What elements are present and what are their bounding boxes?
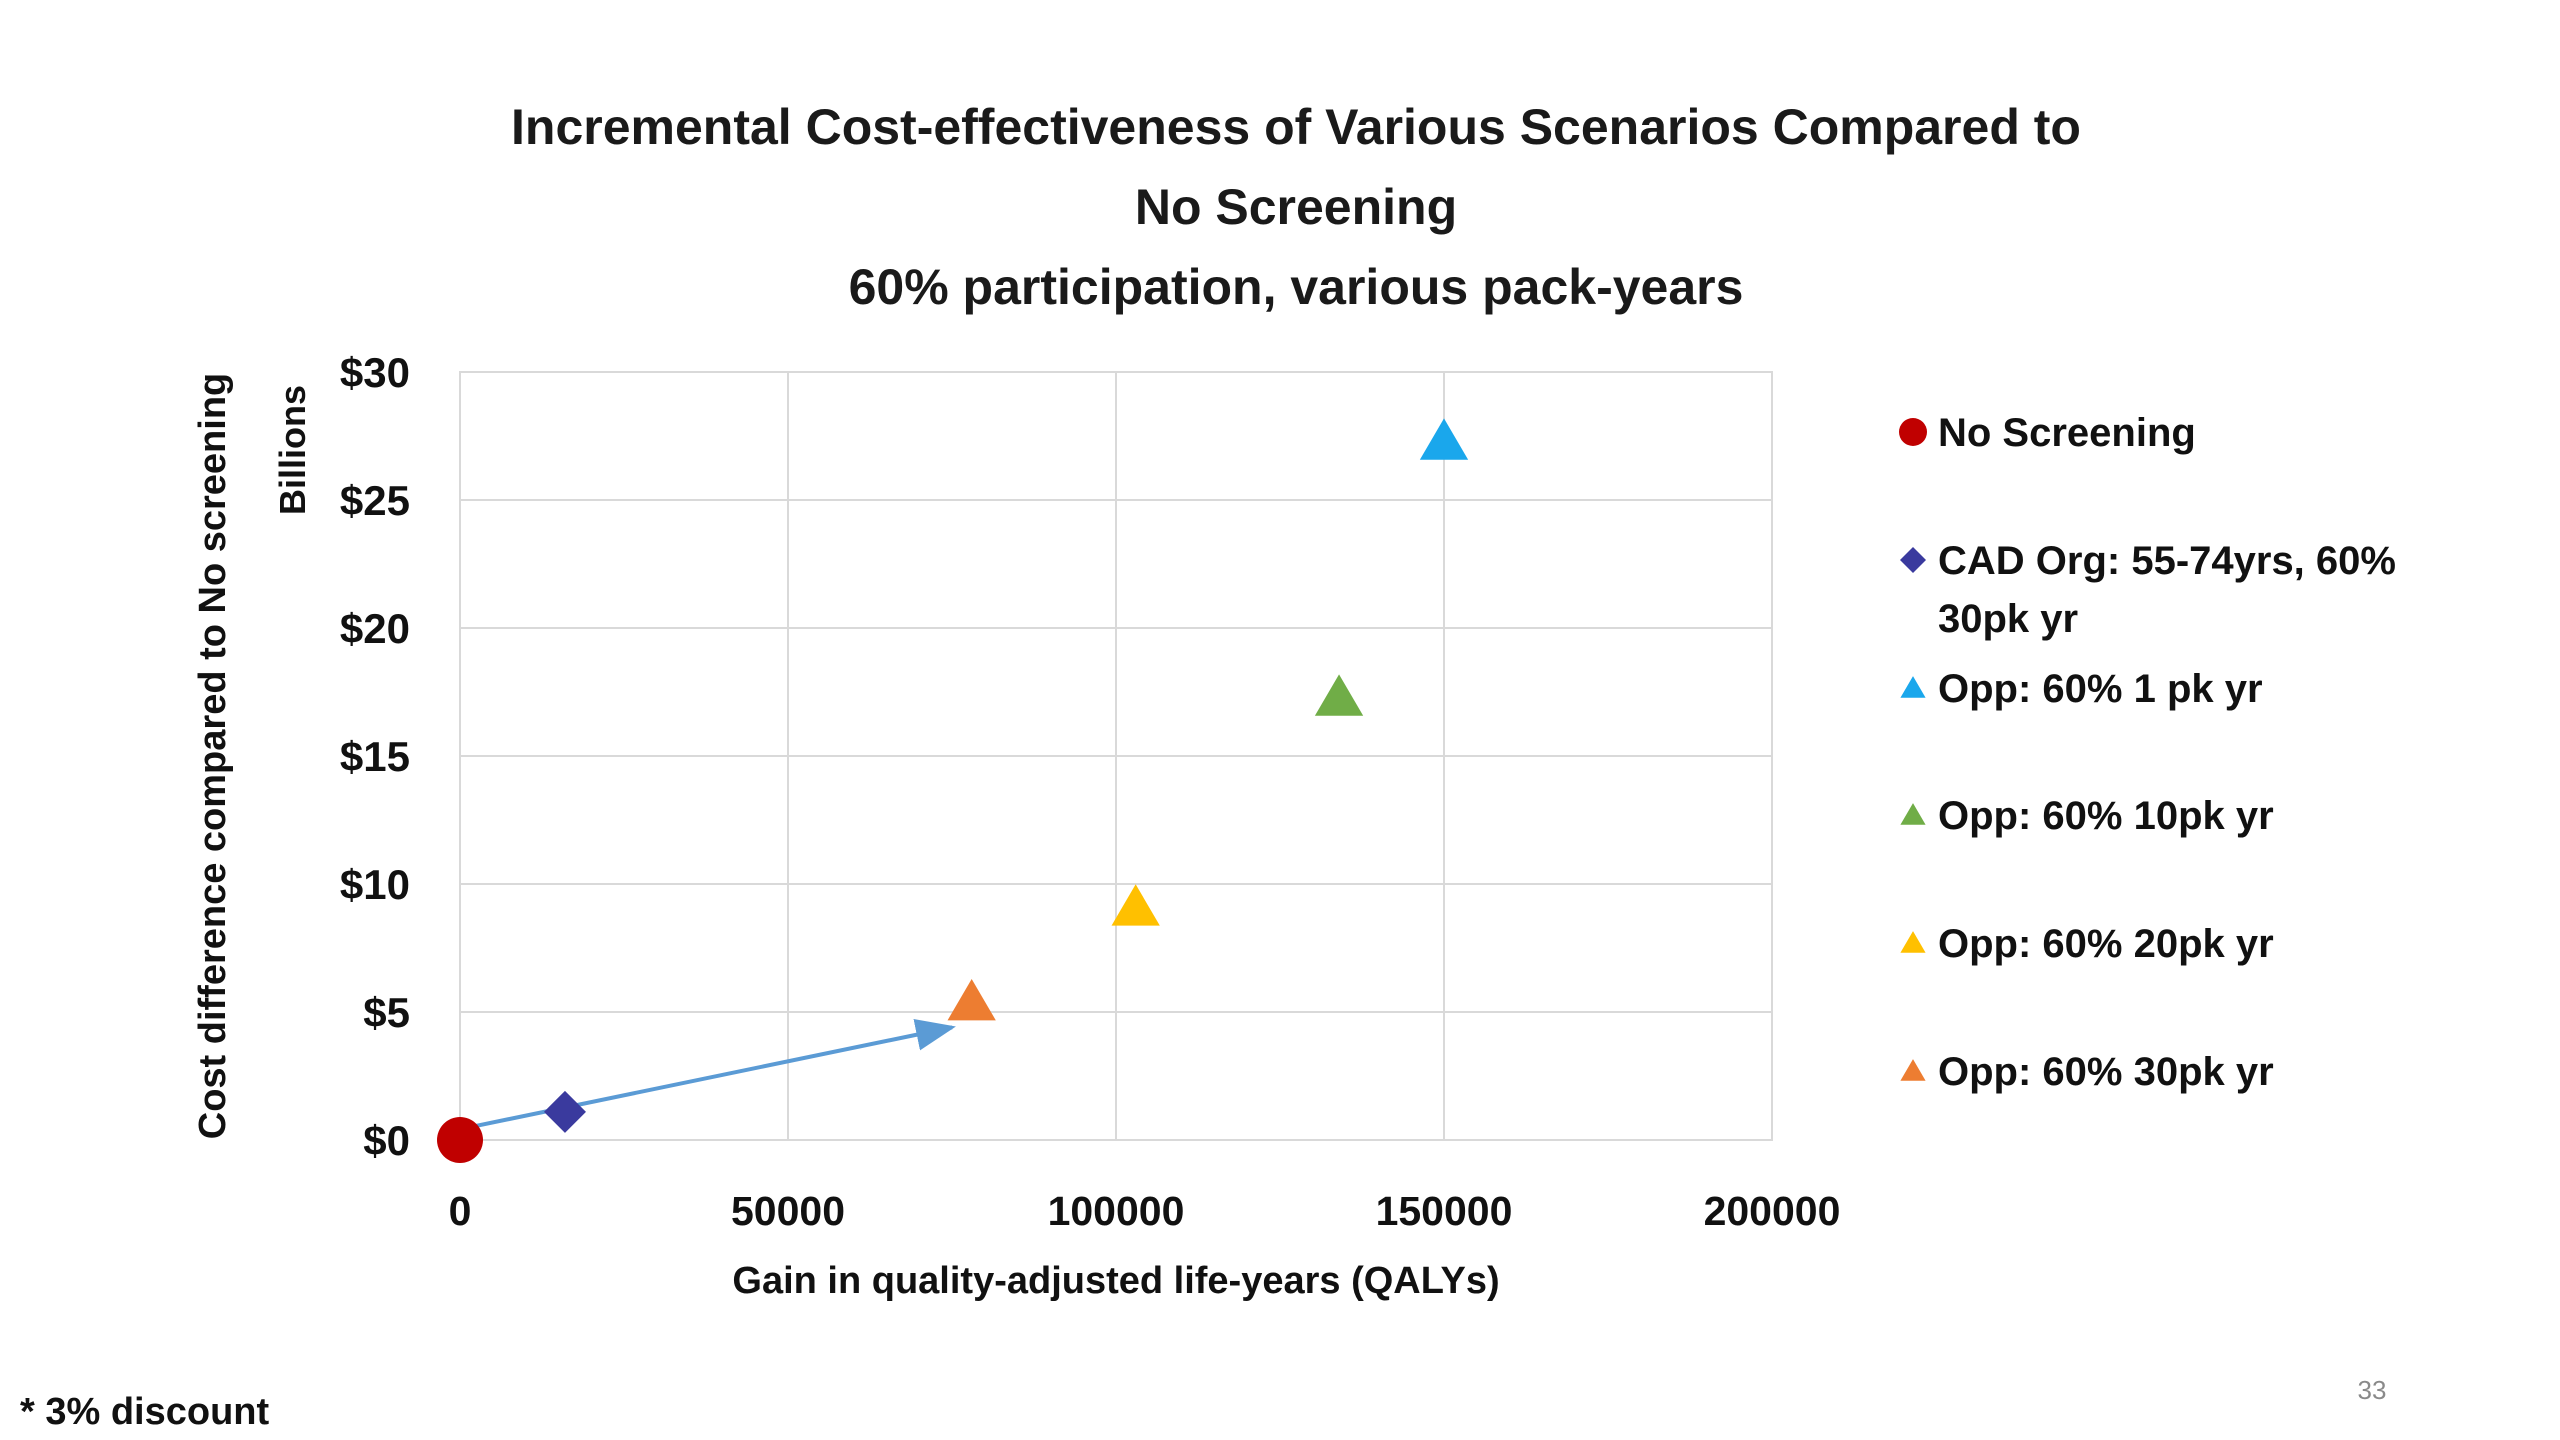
data-point-triangle <box>1419 418 1469 460</box>
data-point-circle <box>437 1117 483 1163</box>
annotation-arrow <box>469 1018 956 1130</box>
data-point-triangle <box>947 978 996 1021</box>
y-axis-ticks: $0 $5 $10 $15 $20 $25 $30 <box>340 349 410 1164</box>
data-point-diamond <box>543 1090 586 1133</box>
legend-marker <box>1900 676 1926 698</box>
y-tick-label: $30 <box>340 349 410 396</box>
data-point-triangle <box>1314 674 1364 716</box>
x-tick-label: 100000 <box>1048 1188 1185 1234</box>
legend-label: No Screening <box>1938 411 2196 455</box>
y-tick-label: $0 <box>363 1117 410 1164</box>
data-point-triangle <box>1111 884 1160 926</box>
footnote: * 3% discount <box>20 1391 269 1433</box>
legend-label: Opp: 60% 10pk yr <box>1938 794 2274 838</box>
y-tick-label: $5 <box>363 989 410 1036</box>
legend-marker <box>1900 931 1926 953</box>
legend-marker <box>1899 418 1927 446</box>
x-tick-label: 200000 <box>1704 1188 1841 1234</box>
legend-marker <box>1900 803 1926 825</box>
x-axis-title: Gain in quality-adjusted life-years (QAL… <box>732 1260 1499 1302</box>
annotations <box>469 1018 956 1130</box>
y-tick-label: $15 <box>340 733 410 780</box>
legend-label: Opp: 60% 30pk yr <box>1938 1050 2274 1094</box>
legend-marker <box>1900 1059 1926 1081</box>
page-number: 33 <box>2358 1375 2387 1405</box>
legend-label: 30pk yr <box>1938 597 2078 641</box>
plot-grid <box>460 372 1772 1140</box>
chart-title-line-3: 60% participation, various pack-years <box>849 259 1744 315</box>
y-axis-title: Cost difference compared to No screening <box>192 373 234 1140</box>
chart-title-line-1: Incremental Cost-effectiveness of Variou… <box>511 99 2081 155</box>
data-points <box>437 418 1469 1163</box>
legend-label: Opp: 60% 1 pk yr <box>1938 667 2263 711</box>
x-tick-label: 50000 <box>731 1188 845 1234</box>
y-axis-unit-label: Billions <box>272 385 313 515</box>
legend-label: Opp: 60% 20pk yr <box>1938 922 2274 966</box>
x-axis-ticks: 0 50000 100000 150000 200000 <box>449 1188 1841 1234</box>
legend: No Screening CAD Org: 55-74yrs, 60% 30pk y… <box>1899 411 2396 1094</box>
chart-title-line-2: No Screening <box>1135 179 1457 235</box>
legend-label: CAD Org: 55-74yrs, 60% <box>1938 539 2396 583</box>
y-tick-label: $10 <box>340 861 410 908</box>
x-tick-label: 150000 <box>1376 1188 1513 1234</box>
y-tick-label: $25 <box>340 477 410 524</box>
x-tick-label: 0 <box>449 1188 472 1234</box>
legend-marker <box>1900 547 1926 573</box>
plot-area-border <box>459 371 1773 1141</box>
y-tick-label: $20 <box>340 605 410 652</box>
